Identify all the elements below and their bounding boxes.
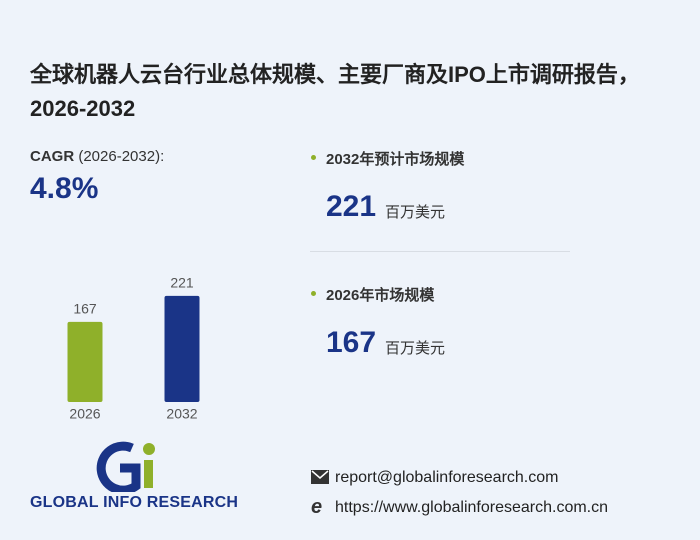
- cagr-value: 4.8%: [30, 172, 99, 205]
- data-label: 167: [73, 301, 97, 317]
- cagr-period: (2026-2032):: [78, 148, 165, 165]
- data-label: 221: [170, 275, 194, 291]
- logo-text: GLOBAL INFO RESEARCH: [30, 494, 239, 511]
- web-icon: e: [311, 496, 323, 518]
- cagr-label: CAGR (2026-2032):: [30, 148, 164, 165]
- website[interactable]: https://www.globalinforesearch.com.cn: [335, 499, 609, 516]
- stat-value: 221: [326, 190, 377, 223]
- stat-unit: 百万美元: [385, 204, 446, 221]
- bar: [164, 295, 200, 402]
- bar-chart: 167 2026 221 2032: [67, 275, 200, 422]
- email-icon: [311, 470, 329, 484]
- bar: [67, 321, 103, 402]
- bullet: [311, 155, 316, 160]
- cagr-name: CAGR: [30, 148, 75, 165]
- stat-value: 167: [326, 326, 377, 359]
- logo-mark: [96, 441, 155, 492]
- bullet: [311, 291, 316, 296]
- x-tick-label: 2032: [166, 406, 197, 422]
- email[interactable]: report@globalinforesearch.com: [335, 469, 559, 486]
- stat-unit: 百万美元: [385, 340, 446, 357]
- stat-label: 2026年市场规模: [326, 287, 435, 304]
- title: 全球机器人云台行业总体规模、主要厂商及IPO上市调研报告，2026-2032: [30, 62, 640, 121]
- stat-label: 2032年预计市场规模: [326, 151, 465, 168]
- x-tick-label: 2026: [69, 406, 100, 422]
- divider: [310, 251, 570, 252]
